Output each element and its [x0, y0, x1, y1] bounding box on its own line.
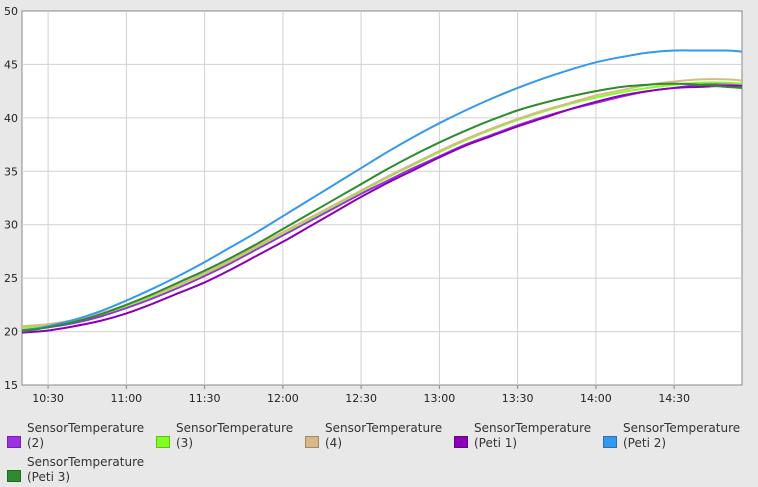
y-tick-label: 45 — [4, 58, 18, 71]
series-line-6 — [21, 82, 743, 333]
legend-label: SensorTemperature (Peti 2) — [623, 421, 741, 450]
y-axis-ticks: 15 20 25 30 35 40 45 50 — [4, 5, 18, 392]
legend-label: SensorTemperature (3) — [176, 421, 294, 450]
x-tick-label: 11:30 — [189, 392, 221, 405]
x-tick-label: 13:30 — [502, 392, 534, 405]
x-tick-label: 14:30 — [658, 392, 690, 405]
legend-swatch — [454, 436, 468, 448]
legend-item[interactable]: SensorTemperature (4) — [305, 421, 455, 453]
y-tick-label: 15 — [4, 379, 18, 392]
legend-item[interactable]: SensorTemperature (Peti 2) — [603, 421, 753, 453]
chart-legend: SensorTemperature (2) SensorTemperature (… — [0, 415, 758, 486]
legend-label: SensorTemperature (2) — [27, 421, 145, 450]
x-tick-label: 11:00 — [110, 392, 142, 405]
grid — [22, 11, 742, 385]
legend-label: SensorTemperature (4) — [325, 421, 443, 450]
x-tick-label: 12:00 — [267, 392, 299, 405]
legend-swatch — [7, 470, 21, 482]
series-line-4 — [21, 84, 743, 334]
legend-label: SensorTemperature (Peti 1) — [474, 421, 592, 450]
y-tick-label: 20 — [4, 326, 18, 339]
legend-swatch — [603, 436, 617, 448]
legend-item[interactable]: SensorTemperature (3) — [156, 421, 306, 453]
legend-item[interactable]: SensorTemperature (Peti 1) — [454, 421, 604, 453]
legend-label: SensorTemperature (Peti 3) — [27, 455, 145, 484]
y-tick-label: 50 — [4, 5, 18, 18]
y-tick-label: 35 — [4, 165, 18, 178]
legend-swatch — [156, 436, 170, 448]
line-chart: 15 20 25 30 35 40 45 50 10:30 11:00 11:30 12:00 12:… — [4, 5, 743, 405]
plot-area — [21, 10, 743, 386]
legend-swatch — [7, 436, 21, 448]
x-tick-label: 13:00 — [424, 392, 456, 405]
x-axis-ticks: 10:30 11:00 11:30 12:00 12:30 13:00 13:30 14:00… — [32, 385, 690, 405]
legend-item[interactable]: SensorTemperature (Peti 3) — [7, 455, 157, 487]
series-lines — [21, 49, 743, 334]
x-tick-label: 14:00 — [580, 392, 612, 405]
x-tick-label: 10:30 — [32, 392, 64, 405]
y-tick-label: 25 — [4, 272, 18, 285]
y-tick-label: 40 — [4, 112, 18, 125]
legend-item[interactable]: SensorTemperature (2) — [7, 421, 157, 453]
x-tick-label: 12:30 — [345, 392, 377, 405]
y-tick-label: 30 — [4, 219, 18, 232]
series-line-5 — [21, 49, 743, 333]
legend-swatch — [305, 436, 319, 448]
